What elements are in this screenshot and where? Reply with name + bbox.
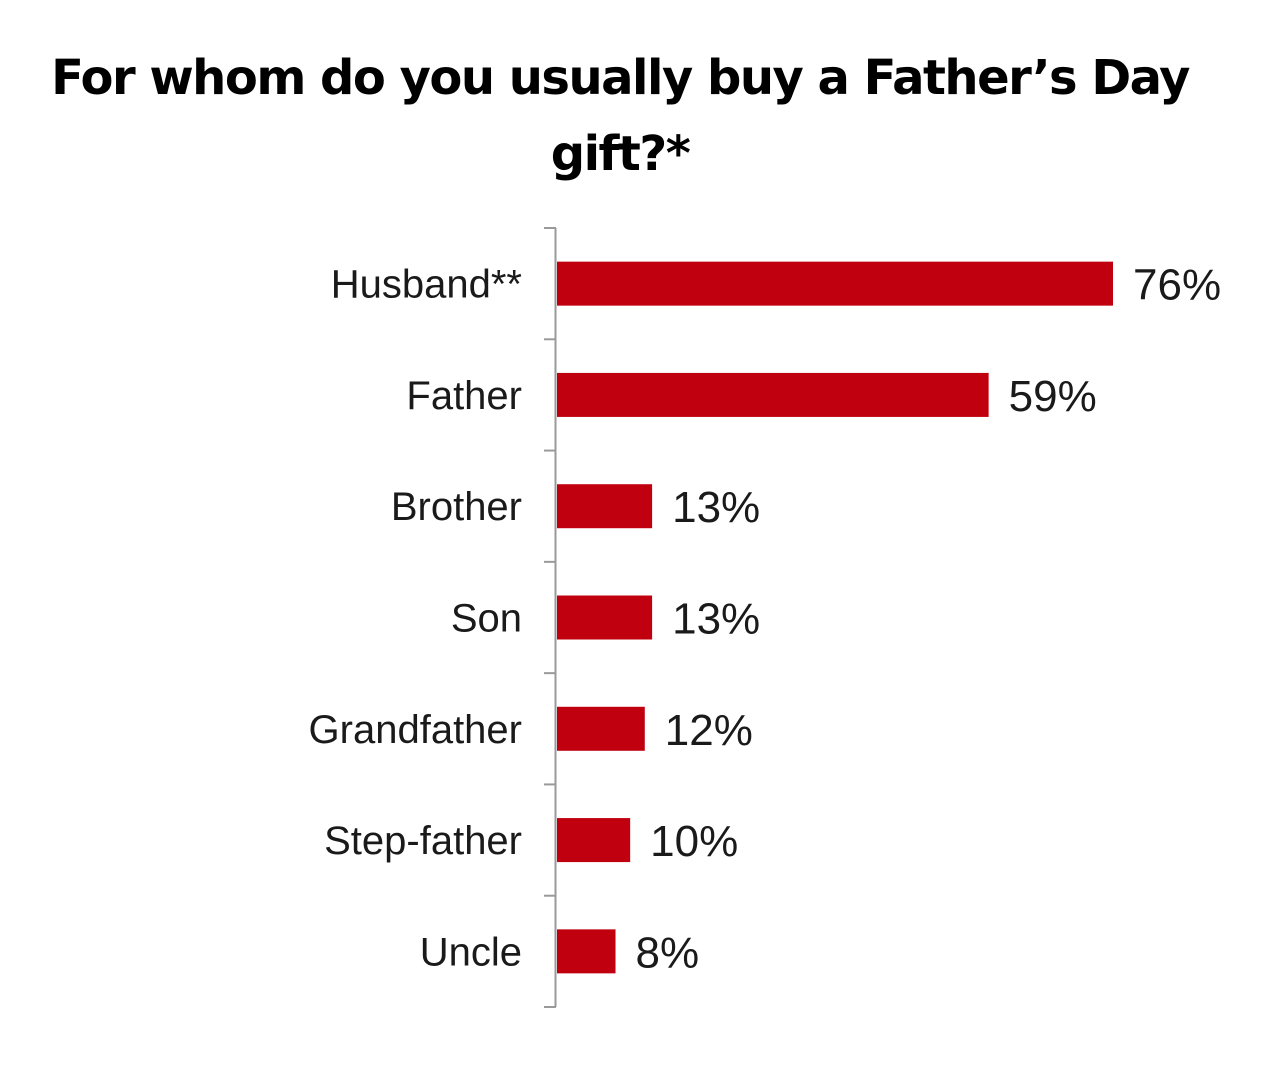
category-label: Grandfather	[309, 708, 522, 752]
data-label: 59%	[1009, 372, 1097, 421]
data-label: 12%	[665, 706, 753, 755]
data-label: 13%	[672, 483, 760, 532]
bar-2	[557, 484, 653, 529]
bar-5	[557, 818, 631, 863]
chart-title: For whom do you usually buy a Father’s D…	[51, 50, 1190, 182]
bar-3	[557, 595, 653, 640]
bar-0	[557, 261, 1113, 306]
category-label: Uncle	[420, 930, 522, 974]
bar-4	[557, 706, 645, 751]
category-label: Husband**	[331, 263, 522, 307]
category-label: Father	[406, 374, 522, 418]
category-label: Son	[451, 597, 522, 641]
category-label: Step-father	[324, 819, 522, 863]
data-label: 76%	[1133, 261, 1221, 310]
data-label: 13%	[672, 595, 760, 644]
bar-1	[557, 372, 989, 417]
bar-6	[557, 929, 616, 974]
category-label: Brother	[391, 485, 522, 529]
data-label: 10%	[650, 817, 738, 866]
data-label: 8%	[636, 928, 700, 977]
